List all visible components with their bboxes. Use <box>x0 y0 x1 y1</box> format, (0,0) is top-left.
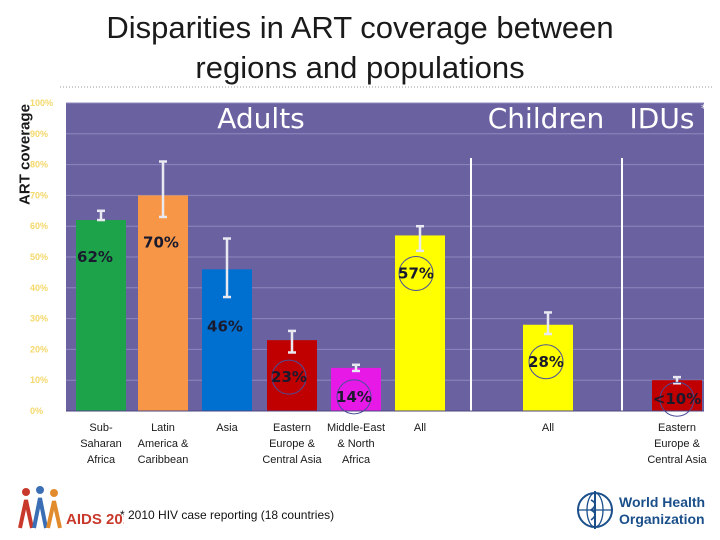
value-label-circle <box>659 381 695 417</box>
category-label: Sub- <box>89 422 113 434</box>
bar-5 <box>331 367 381 411</box>
category-label: Eastern <box>658 422 696 434</box>
value-label: 70% <box>143 233 179 251</box>
footnote: * 2010 HIV case reporting (18 countries) <box>120 508 335 522</box>
people-ribbon-icon <box>18 486 62 529</box>
y-tick-label: 90% <box>30 129 48 139</box>
title-line-2: regions and populations <box>195 50 525 85</box>
y-tick-label: 40% <box>30 283 48 293</box>
aids-2012-logo: AIDS 2012 <box>18 486 124 529</box>
category-label: Europe & <box>654 438 701 450</box>
value-label: 62% <box>77 248 113 266</box>
section-header: Children <box>488 102 605 135</box>
bar-2 <box>138 195 188 411</box>
category-label: Eastern <box>273 422 311 434</box>
bar-7 <box>523 324 573 411</box>
category-label: Central Asia <box>262 454 322 466</box>
who-emblem-icon <box>577 491 613 529</box>
value-label: 46% <box>207 317 243 335</box>
y-tick-label: 30% <box>30 314 48 324</box>
y-tick-label: 70% <box>30 190 48 200</box>
who-name-line-1: World Health <box>619 494 705 510</box>
value-label-circle <box>398 255 434 291</box>
slide-title: Disparities in ART coverage between regi… <box>60 8 660 88</box>
category-label: Africa <box>342 454 371 466</box>
category-label: America & <box>138 438 189 450</box>
y-tick-label: 10% <box>30 375 48 385</box>
section-header: IDUs <box>630 102 695 135</box>
bar-1 <box>76 220 126 411</box>
category-label: Europe & <box>269 438 316 450</box>
value-label-circle <box>528 344 564 380</box>
category-label: All <box>542 422 554 434</box>
y-tick-label: 0% <box>30 406 43 416</box>
y-tick-label: 100% <box>30 98 53 108</box>
category-label: Africa <box>87 454 116 466</box>
y-tick-label: 60% <box>30 221 48 231</box>
category-label: Asia <box>216 422 238 434</box>
category-label: & North <box>337 438 374 450</box>
bar-6 <box>395 235 445 411</box>
value-label: 57% <box>398 264 434 282</box>
y-tick-label: 50% <box>30 252 48 262</box>
y-tick-label: 80% <box>30 160 48 170</box>
section-header: Adults <box>217 102 305 135</box>
category-label: Central Asia <box>647 454 707 466</box>
aids-logo-text: AIDS 2012 <box>66 511 124 528</box>
category-label: Caribbean <box>138 454 189 466</box>
value-label-circle <box>271 359 307 395</box>
who-logo: World Health Organization <box>577 491 705 529</box>
who-name-line-2: Organization <box>619 511 705 527</box>
title-line-1: Disparities in ART coverage between <box>106 10 614 45</box>
value-label: <10% <box>653 390 701 408</box>
value-label: 28% <box>528 353 564 371</box>
category-label: Latin <box>151 422 175 434</box>
y-tick-label: 20% <box>30 344 48 354</box>
value-label-circle <box>336 379 372 415</box>
value-label: 23% <box>271 368 307 386</box>
section-header-superscript: * <box>701 102 707 115</box>
category-label: Saharan <box>80 438 122 450</box>
value-label: 14% <box>336 388 372 406</box>
category-label: Middle-East <box>327 422 385 434</box>
category-label: All <box>414 422 426 434</box>
